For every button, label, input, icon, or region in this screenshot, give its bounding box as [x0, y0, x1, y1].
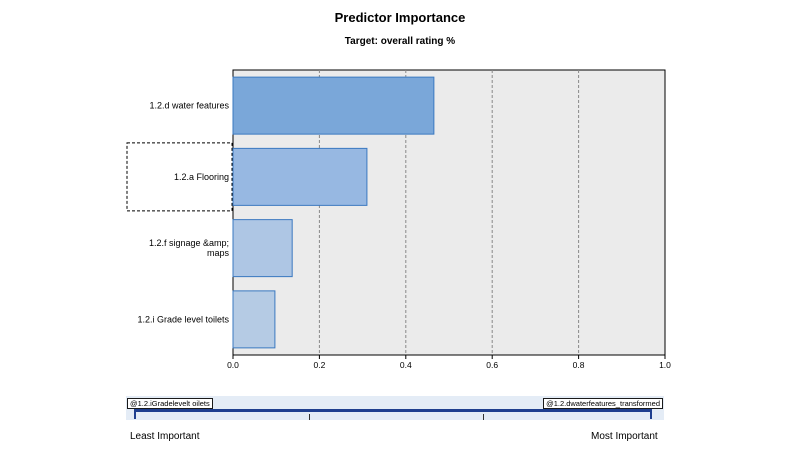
bar[interactable]: [232, 147, 368, 206]
bar[interactable]: [232, 76, 435, 135]
predictor-importance-chart: 0.0 0.2 0.4 0.6 0.8 1.0 1.2.d water features 1.…: [126, 69, 671, 370]
x-tick-label: 0.4: [400, 360, 412, 370]
importance-slider[interactable]: @1.2.iGradelevelt oilets @1.2.dwaterfeat…: [126, 396, 664, 420]
slider-left-tag[interactable]: @1.2.iGradelevelt oilets: [127, 398, 213, 409]
least-important-label: Least Important: [130, 431, 200, 442]
category-label: 1.2.i Grade level toilets: [137, 314, 229, 324]
category-label: 1.2.a Flooring: [174, 172, 229, 182]
bar[interactable]: [232, 219, 293, 278]
most-important-label: Most Important: [591, 431, 658, 442]
slider-tick: [309, 414, 310, 420]
slider-left-handle[interactable]: [134, 409, 136, 419]
category-label: 1.2.d water features: [149, 101, 229, 111]
bar[interactable]: [232, 290, 276, 349]
x-tick-label: 1.0: [659, 360, 671, 370]
x-tick-label: 0.0: [227, 360, 239, 370]
x-tick-label: 0.6: [486, 360, 498, 370]
category-label: 1.2.f signage &amp;: [149, 238, 229, 248]
slider-track[interactable]: [134, 409, 652, 412]
slider-tick: [483, 414, 484, 420]
chart-title: Predictor Importance: [334, 10, 466, 25]
chart-subtitle: Target: overall rating %: [344, 36, 456, 47]
x-tick-label: 0.2: [313, 360, 325, 370]
slider-right-tag[interactable]: @1.2.dwaterfeatures_transformed: [543, 398, 663, 409]
slider-right-handle[interactable]: [650, 409, 652, 419]
x-tick-label: 0.8: [573, 360, 585, 370]
category-label: maps: [207, 248, 230, 258]
selection-box: [126, 142, 233, 212]
